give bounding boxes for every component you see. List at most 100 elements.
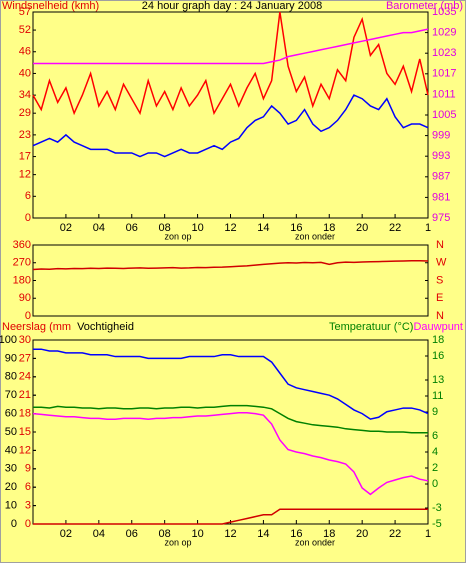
y-tick-label: 180: [13, 274, 31, 286]
x-tick-label: 10: [191, 222, 203, 234]
y-tick-label: 0: [432, 478, 438, 490]
y-tick-label: 90: [5, 352, 17, 364]
axis-label: Barometer (mb): [386, 0, 463, 12]
y-tick-label: 360: [13, 239, 31, 251]
y-tick-label: 2: [432, 462, 438, 474]
y-tick-label: 1029: [432, 27, 456, 39]
y-tick-label: 17: [19, 150, 31, 162]
series-line: [32, 260, 429, 271]
y-tick-label: 6: [25, 481, 31, 493]
series-line: [32, 412, 429, 496]
x-tick-label: 1: [425, 222, 431, 234]
axis-label: Vochtigheid: [77, 321, 134, 333]
y-tick-label: 50: [5, 426, 17, 438]
axis-label: Temperatuur (°C): [329, 321, 413, 333]
y-tick-label: 9: [25, 463, 31, 475]
x-tick-label: 14: [257, 222, 269, 234]
y-tick-label: 100: [0, 334, 17, 346]
y-tick-label: 13: [432, 374, 444, 386]
y-tick-label: 23: [19, 129, 31, 141]
y-tick-label: 60: [5, 408, 17, 420]
axis-label: Dauwpunt: [413, 321, 463, 333]
y-tick-label: 18: [432, 334, 444, 346]
y-tick-label: 21: [19, 389, 31, 401]
series-line: [32, 94, 429, 158]
y-tick-label: 12: [19, 444, 31, 456]
y-tick-label: 9: [432, 406, 438, 418]
x-tick-label: 08: [159, 528, 171, 540]
y-tick-label: 46: [19, 46, 31, 58]
x-tick-label: 14: [257, 528, 269, 540]
y-tick-label: 11: [432, 390, 443, 402]
y-tick-label: 15: [19, 426, 31, 438]
y-tick-label: 40: [5, 444, 17, 456]
x-tick-label: 22: [389, 528, 401, 540]
y-tick-label: E: [436, 292, 443, 304]
y-tick-label: -5: [432, 518, 442, 530]
x-tick-label: 04: [93, 222, 105, 234]
x-tick-label: 10: [191, 528, 203, 540]
y-tick-label: 34: [19, 89, 31, 101]
y-tick-label: 18: [19, 408, 31, 420]
y-tick-label: 1023: [432, 47, 456, 59]
y-tick-label: 16: [432, 350, 444, 362]
x-tick-label: 04: [93, 528, 105, 540]
x-tick-label: 06: [126, 222, 138, 234]
x-tick-label: 18: [323, 222, 335, 234]
x-tick-label: 12: [224, 528, 236, 540]
y-tick-label: 40: [19, 67, 31, 79]
x-tick-label: 06: [126, 528, 138, 540]
x-tick-label: 12: [224, 222, 236, 234]
y-tick-label: 270: [13, 257, 31, 269]
y-tick-label: 0: [11, 518, 17, 530]
y-tick-label: 70: [5, 389, 17, 401]
series-line: [32, 11, 429, 116]
x-tick-label: 16: [290, 222, 302, 234]
series-line: [33, 508, 428, 525]
sun-annotation: zon onder: [295, 537, 335, 547]
x-tick-label: 20: [356, 222, 368, 234]
y-tick-label: 27: [19, 352, 31, 364]
y-tick-label: 0: [25, 518, 31, 530]
y-tick-label: 999: [432, 130, 450, 142]
y-tick-label: 20: [5, 481, 17, 493]
y-tick-label: 1005: [432, 109, 456, 121]
y-tick-label: 6: [25, 190, 31, 202]
x-tick-label: 1: [425, 528, 431, 540]
y-tick-label: 975: [432, 212, 450, 224]
y-tick-label: 6: [432, 430, 438, 442]
chart-title: 24 hour graph day : 24 January 2008: [142, 0, 322, 12]
y-tick-label: 30: [19, 334, 31, 346]
y-tick-label: 10: [5, 500, 17, 512]
y-tick-label: N: [436, 239, 444, 251]
x-tick-label: 16: [290, 528, 302, 540]
y-tick-label: W: [436, 257, 447, 269]
axis-label: Windsnelheid (kmh): [2, 0, 99, 12]
x-tick-label: 18: [323, 528, 335, 540]
sun-annotation: zon onder: [295, 231, 335, 241]
y-tick-label: 24: [19, 371, 31, 383]
series-line: [33, 348, 429, 420]
series-line: [33, 28, 429, 65]
y-tick-label: 1011: [432, 88, 456, 100]
axis-label: Neerslag (mm: [2, 321, 71, 333]
y-tick-label: 30: [5, 463, 17, 475]
sun-annotation: zon op: [164, 231, 191, 241]
y-tick-label: S: [436, 274, 443, 286]
y-tick-label: 29: [19, 107, 31, 119]
y-tick-label: 3: [25, 500, 31, 512]
y-tick-label: 12: [19, 169, 31, 181]
x-tick-label: 20: [356, 528, 368, 540]
y-tick-label: 52: [19, 24, 31, 36]
sun-annotation: zon op: [164, 537, 191, 547]
y-tick-label: 993: [432, 150, 450, 162]
y-tick-label: 1035: [432, 6, 456, 18]
series-line: [33, 404, 428, 434]
y-tick-label: 987: [432, 171, 450, 183]
x-tick-label: 22: [389, 222, 401, 234]
y-tick-label: 0: [25, 310, 31, 322]
y-tick-label: N: [436, 310, 444, 322]
y-tick-label: 4: [432, 446, 438, 458]
